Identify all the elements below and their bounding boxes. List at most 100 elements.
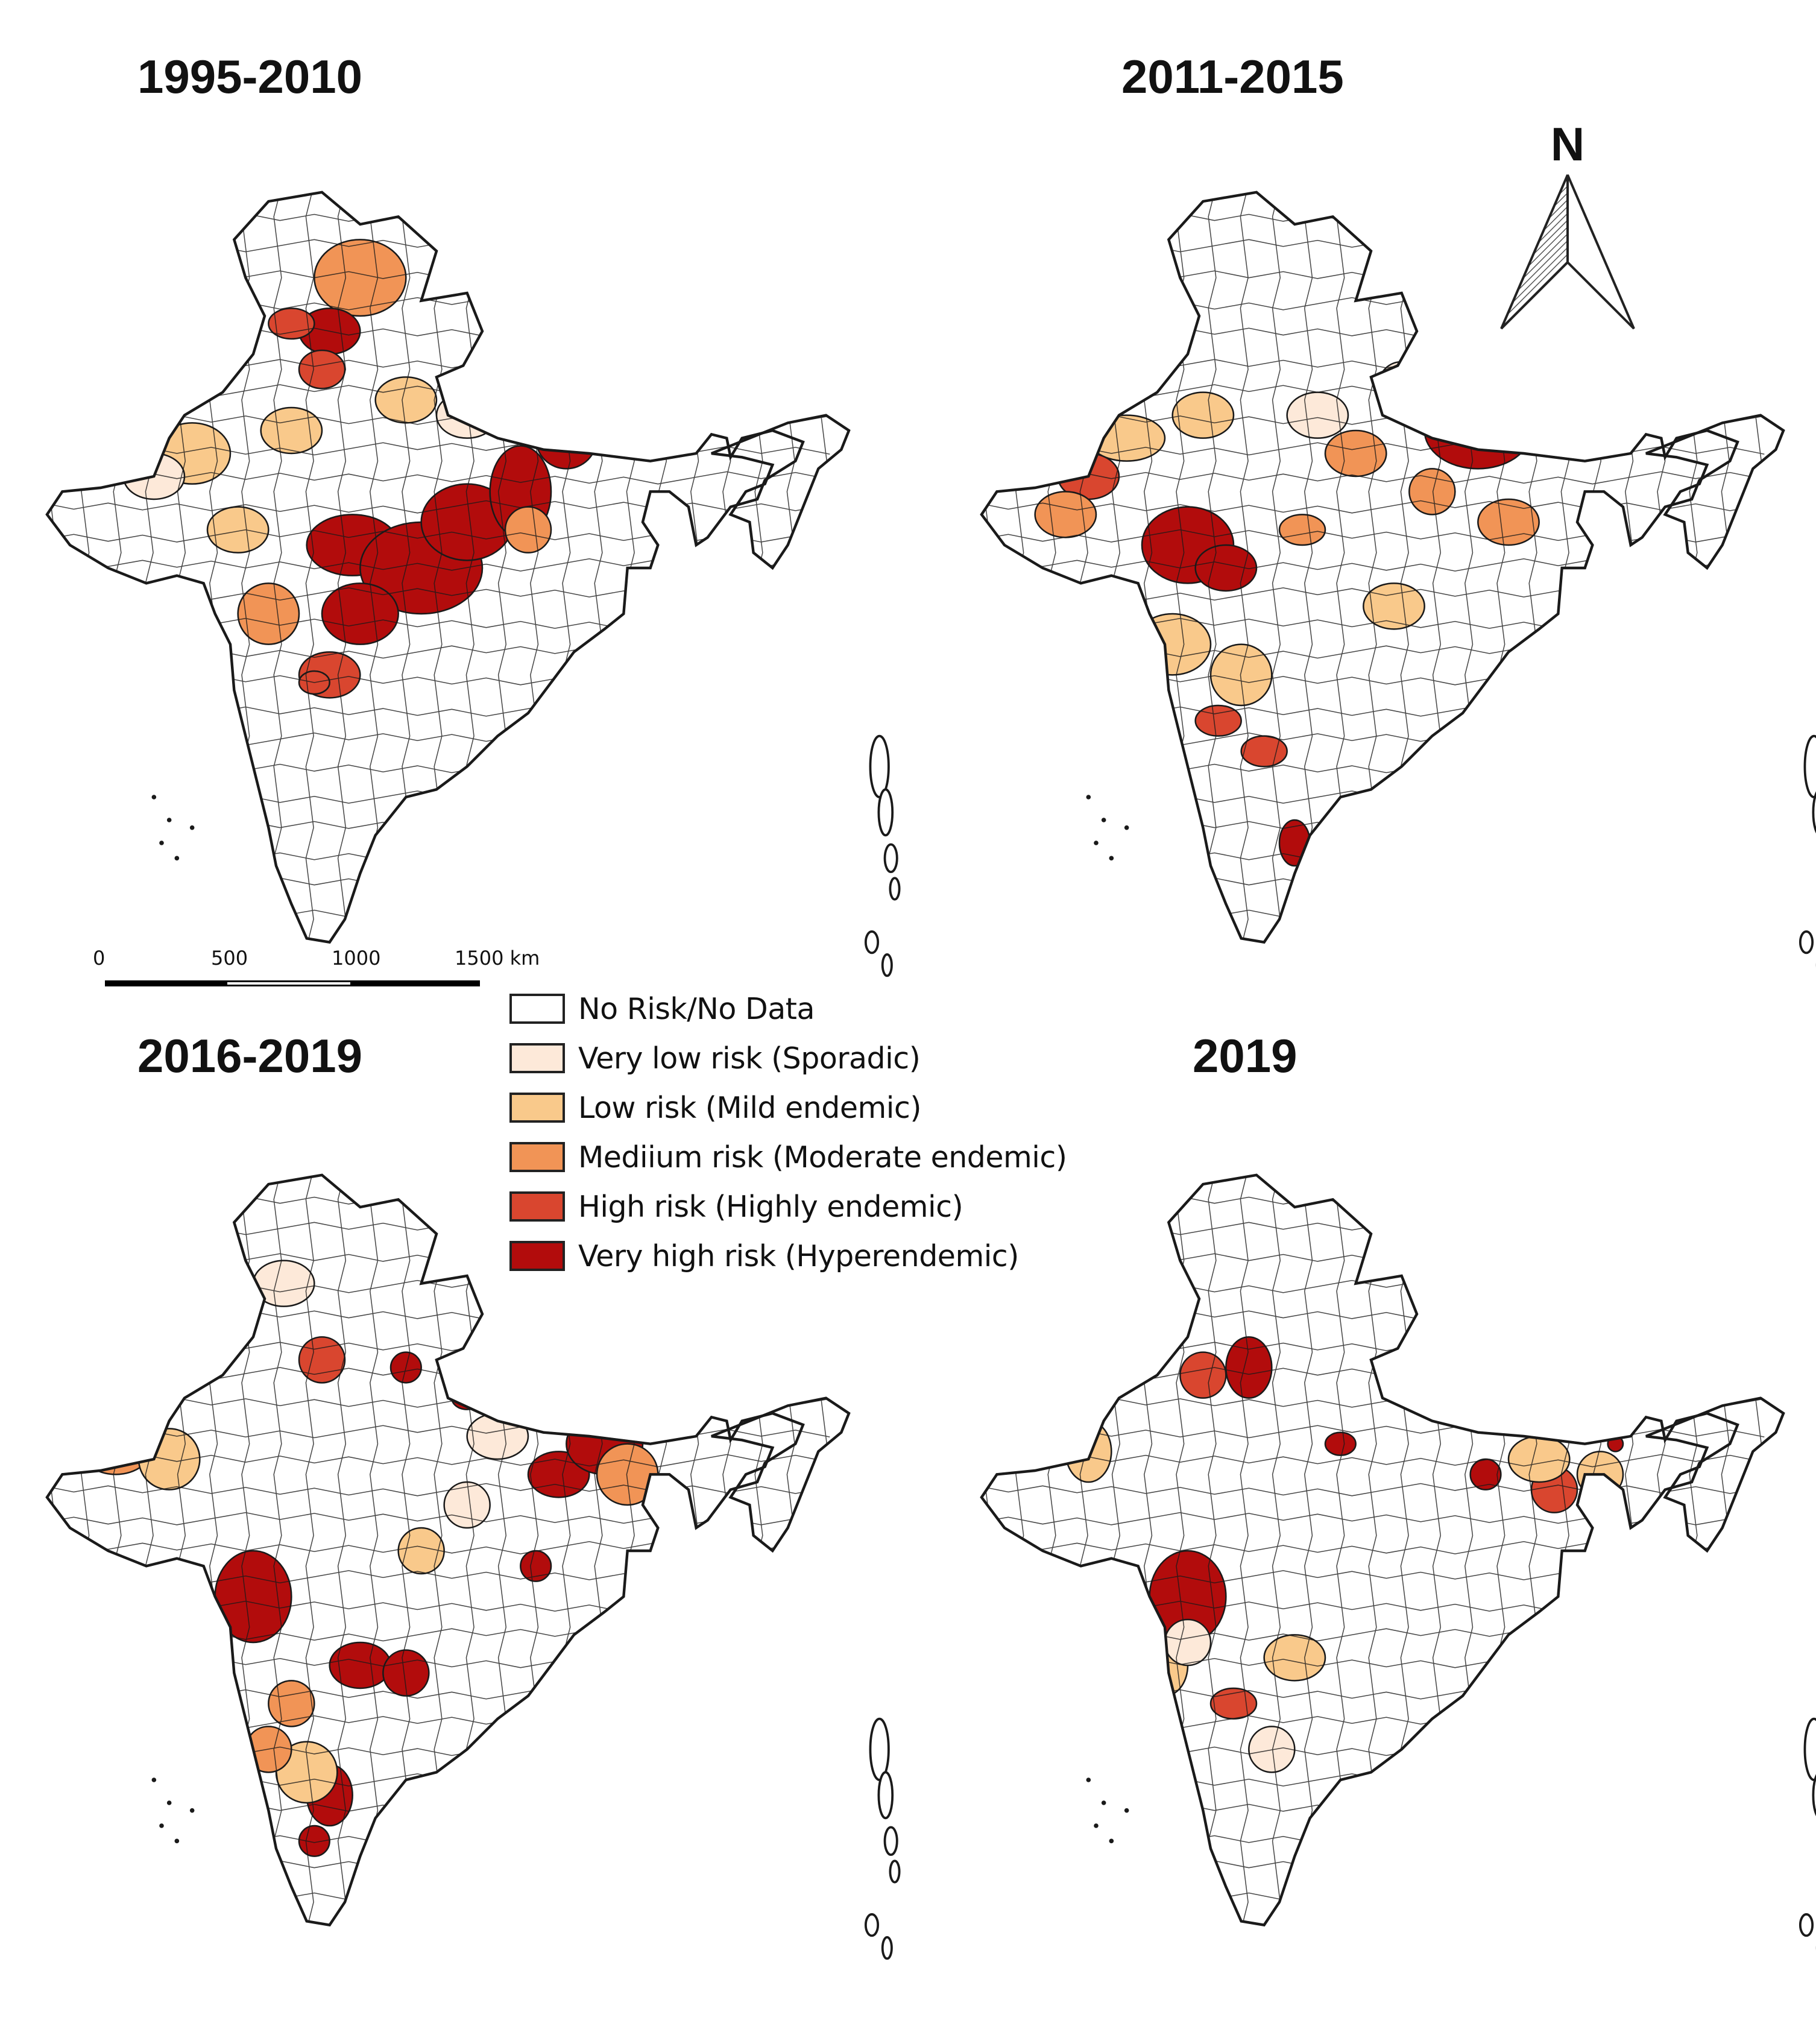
district-region-very-low: [435, 391, 499, 439]
legend-swatch: [509, 1043, 565, 1073]
lakshadweep-island: [1101, 818, 1106, 822]
india-map-svg: [45, 191, 901, 977]
lakshadweep-island: [151, 1777, 157, 1782]
district-region-very-high: [1423, 391, 1533, 470]
district-region-high: [214, 1832, 247, 1880]
district-region-very-low: [252, 1260, 315, 1307]
district-region-very-high: [1225, 1336, 1273, 1399]
legend-item-high: High risk (Highly endemic): [509, 1182, 1100, 1231]
legend-swatch: [509, 994, 565, 1024]
district-region-low: [275, 1741, 338, 1804]
district-region-medium: [1477, 498, 1540, 546]
district-region-low: [1209, 643, 1273, 707]
andaman-island: [1803, 734, 1816, 798]
scale-bar-segment-1: [105, 980, 225, 986]
legend-swatch: [509, 1093, 565, 1123]
district-region-very-high: [1469, 1458, 1502, 1490]
lakshadweep-island: [189, 825, 195, 830]
district-region-medium: [268, 1680, 315, 1727]
india-map-svg: [980, 191, 1816, 968]
lakshadweep-island: [1086, 1777, 1091, 1782]
scale-tick-500: 500: [211, 947, 248, 970]
legend-label: No Risk/No Data: [578, 991, 815, 1026]
district-region-low: [397, 1527, 445, 1575]
lakshadweep-island: [174, 856, 180, 861]
district-region-low: [1363, 582, 1425, 630]
andaman-island: [889, 877, 901, 901]
lakshadweep-island: [1094, 1823, 1099, 1828]
district-region-low: [1065, 1420, 1112, 1483]
district-region-medium: [535, 368, 582, 401]
india-map-svg: [45, 1173, 901, 1960]
district-region-very-high: [1278, 819, 1311, 867]
district-region-low: [1263, 1634, 1326, 1682]
district-region-very-high: [535, 406, 598, 470]
lakshadweep-island: [1124, 825, 1129, 830]
lakshadweep-island: [159, 1823, 164, 1828]
scale-bar-segment-3: [352, 980, 480, 986]
district-region-medium: [1408, 468, 1456, 516]
andaman-island: [883, 843, 898, 874]
scale-tick-1000: 1000: [332, 947, 381, 970]
north-arrow-label: N: [1550, 118, 1585, 171]
andaman-island: [877, 788, 894, 837]
lakshadweep-island: [174, 1838, 180, 1844]
andaman-island: [881, 1936, 893, 1960]
district-region-medium: [314, 239, 407, 317]
district-region-very-high: [550, 368, 644, 432]
scale-bar-segment-2: [225, 980, 352, 986]
lakshadweep-island: [151, 795, 157, 800]
andaman-island: [864, 1913, 880, 1937]
lakshadweep-island: [1109, 856, 1114, 861]
district-region-low: [1171, 391, 1235, 439]
district-region-high: [1240, 735, 1288, 768]
district-region-very-low: [1164, 1618, 1212, 1667]
india-mainland: [980, 1173, 1739, 1926]
legend-label: Very high risk (Hyperendemic): [578, 1238, 1019, 1273]
andaman-island: [864, 930, 880, 954]
district-region-high: [1179, 1351, 1227, 1399]
lakshadweep-island: [1101, 1800, 1106, 1805]
legend-label: Mediium risk (Moderate endemic): [578, 1140, 1067, 1175]
scale-tick-1500: 1500 km: [455, 947, 540, 970]
andaman-island: [869, 734, 890, 798]
lakshadweep-island: [189, 1808, 195, 1813]
district-region-high: [1118, 1305, 1150, 1338]
district-region-very-low: [1248, 1726, 1296, 1773]
district-region-very-high: [619, 338, 682, 416]
district-region-low: [1507, 1435, 1571, 1483]
panel-title-2011-2015: 2011-2015: [1121, 50, 1344, 103]
district-region-medium: [1034, 491, 1097, 538]
andaman-island: [1812, 791, 1816, 834]
district-region-high: [1194, 704, 1242, 737]
lakshadweep-island: [1094, 841, 1099, 845]
map-panel-2016-2019: [24, 1103, 941, 2044]
legend-item-very-low: Very low risk (Sporadic): [509, 1033, 1100, 1083]
lakshadweep-island: [1109, 1838, 1114, 1844]
lakshadweep-island: [166, 818, 172, 822]
andaman-island: [881, 953, 893, 977]
district-region-low: [374, 376, 438, 424]
panel-title-1995-2010: 1995-2010: [137, 50, 363, 103]
district-region-high: [298, 1336, 346, 1384]
district-region-low: [1133, 613, 1212, 676]
district-region-very-high: [657, 334, 720, 367]
district-region-high: [298, 349, 346, 390]
panel-title-2019: 2019: [1193, 1029, 1297, 1082]
legend: No Risk/No Data Very low risk (Sporadic)…: [509, 984, 1100, 1281]
andaman-island: [869, 1717, 890, 1781]
panel-title-2016-2019: 2016-2019: [137, 1029, 363, 1082]
andaman-island: [1799, 930, 1814, 954]
legend-item-medium: Mediium risk (Moderate endemic): [509, 1132, 1100, 1182]
legend-label: High risk (Highly endemic): [578, 1189, 963, 1224]
map-panel-1995-2010: [24, 121, 941, 1061]
andaman-island: [1803, 1717, 1816, 1781]
district-region-low: [206, 506, 270, 554]
lakshadweep-island: [166, 1800, 172, 1805]
andaman-island: [883, 1826, 898, 1856]
andaman-island: [1812, 1774, 1816, 1817]
map-panel-2011-2015: [959, 121, 1816, 1061]
district-region-very-high: [1538, 330, 1571, 393]
scale-tick-0: 0: [93, 947, 106, 970]
district-region-very-low: [1378, 361, 1425, 409]
